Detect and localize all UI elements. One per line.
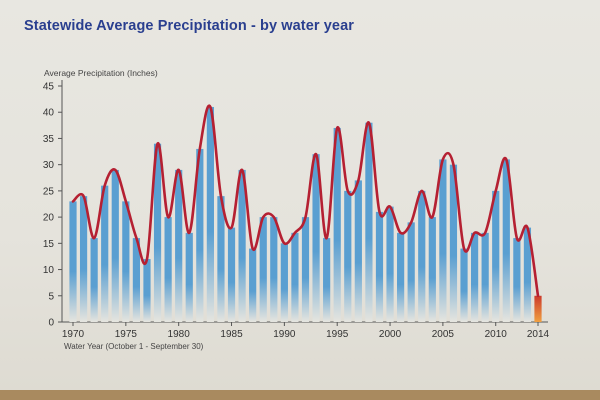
x-tick-label: 1985 [220, 329, 243, 340]
bar-1970 [69, 201, 77, 322]
bar-2004 [428, 217, 436, 322]
bar-2002 [407, 222, 415, 322]
y-tick-label: 15 [43, 239, 55, 250]
chart-title: Statewide Average Precipitation - by wat… [24, 18, 354, 34]
bar-1981 [185, 232, 193, 322]
bar-1984 [217, 196, 225, 322]
bar-2011 [502, 159, 510, 322]
y-tick-label: 35 [43, 134, 55, 145]
bar-1993 [312, 154, 320, 322]
bar-2008 [470, 232, 479, 322]
bar-1982 [196, 148, 204, 322]
y-tick-label: 20 [43, 213, 55, 224]
bar-1991 [291, 232, 299, 322]
bar-1977 [143, 259, 151, 322]
x-tick-label: 1975 [115, 329, 138, 340]
bar-1996 [344, 190, 352, 322]
bar-1975 [122, 201, 130, 322]
bar-1990 [280, 243, 288, 322]
y-tick-label: 30 [43, 160, 55, 171]
bar-1974 [111, 169, 119, 322]
y-tick-label: 25 [43, 186, 55, 197]
x-tick-label: 2010 [485, 329, 508, 340]
bar-2009 [481, 232, 489, 322]
bar-2001 [397, 232, 405, 322]
x-tick-label: 1970 [62, 329, 85, 340]
bar-1989 [270, 217, 278, 322]
bar-1978 [153, 143, 162, 322]
bar-2005 [439, 159, 447, 322]
y-tick-label: 10 [43, 265, 55, 276]
bar-2013 [523, 227, 532, 322]
floor-strip [0, 390, 600, 400]
bar-2007 [460, 248, 468, 322]
x-tick-label: 1995 [326, 329, 349, 340]
bar-1994 [323, 238, 331, 322]
bar-1988 [259, 217, 267, 322]
bar-1980 [175, 169, 183, 322]
bar-2006 [449, 164, 458, 322]
bar-1997 [354, 180, 362, 322]
bar-1972 [90, 238, 98, 322]
y-axis-label: Average Precipitation (Inches) [44, 68, 158, 78]
bar-1983 [206, 106, 214, 322]
bar-2010 [492, 190, 500, 322]
bar-1979 [164, 217, 172, 322]
bar-1999 [375, 211, 384, 322]
bars-group [69, 106, 542, 322]
bar-highlight-2014 [534, 295, 542, 322]
y-tick-label: 0 [48, 318, 54, 329]
x-axis-label: Water Year (October 1 - September 30) [64, 342, 204, 351]
y-tick-label: 5 [48, 291, 54, 302]
trend-line [71, 104, 540, 298]
bar-2003 [418, 190, 426, 322]
x-tick-label: 2000 [379, 329, 402, 340]
bar-1995 [333, 127, 341, 322]
tick-labels-group: 0 5 10 15 20 25 30 35 40 45 1970 1975 1980 1985 1990 19… [43, 82, 550, 341]
bar-1986 [238, 169, 246, 322]
bar-2012 [513, 238, 521, 322]
bar-1987 [249, 248, 257, 322]
bar-2000 [386, 206, 394, 322]
x-tick-label: 2014 [527, 329, 550, 340]
bar-1973 [101, 185, 109, 322]
bar-1998 [365, 122, 373, 322]
trend-group [71, 104, 540, 298]
bar-1976 [132, 238, 141, 322]
y-tick-label: 45 [43, 82, 55, 93]
bar-1971 [79, 196, 88, 322]
bar-1985 [227, 227, 236, 322]
x-tick-label: 1990 [273, 329, 296, 340]
y-tick-label: 40 [43, 108, 55, 119]
bar-1992 [301, 217, 310, 322]
x-tick-label: 2005 [432, 329, 455, 340]
x-tick-label: 1980 [168, 329, 191, 340]
